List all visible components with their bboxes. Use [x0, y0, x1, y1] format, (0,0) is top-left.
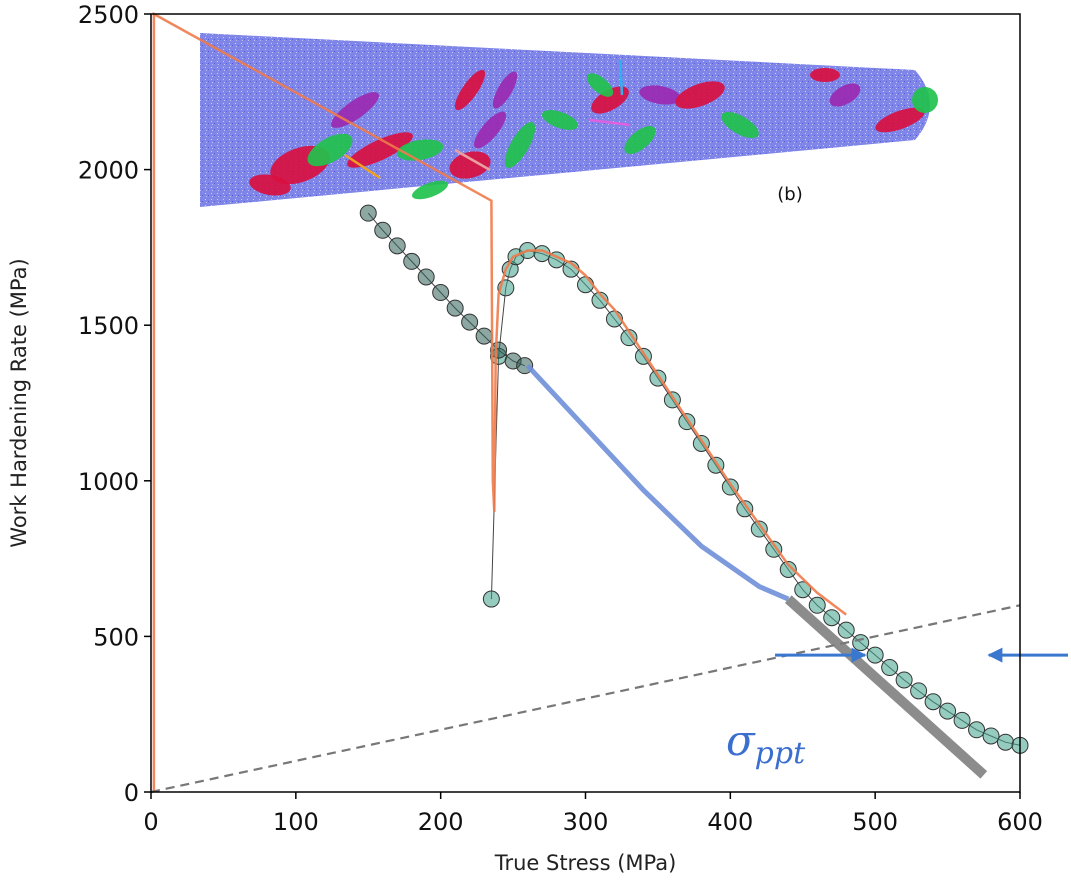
data-point — [461, 313, 479, 331]
y-tick-label: 0 — [124, 779, 139, 807]
data-point — [881, 659, 899, 677]
data-point — [837, 621, 855, 639]
data-point — [750, 520, 768, 538]
inset-arrow — [618, 59, 624, 96]
inset-precipitate — [675, 81, 725, 109]
data-point — [577, 276, 594, 294]
inset-precipitate — [624, 125, 656, 155]
y-tick-label: 500 — [93, 623, 139, 651]
data-point — [359, 204, 377, 222]
series-line — [152, 11, 847, 792]
inset-precipitate — [492, 71, 518, 109]
data-point — [388, 237, 406, 255]
data-point — [475, 327, 493, 345]
data-point — [866, 646, 884, 664]
data-point — [953, 711, 971, 729]
data-point — [736, 500, 754, 518]
inset-precipitate — [541, 110, 579, 130]
data-point — [910, 682, 928, 700]
inset-precipitate — [639, 85, 681, 105]
data-point — [895, 671, 913, 689]
inset-precipitate — [473, 111, 507, 149]
inset-precipitate — [504, 122, 536, 168]
x-tick-label: 0 — [143, 808, 158, 836]
y-tick-label: 2000 — [78, 157, 139, 185]
axes-group: 0 100 200 300 400 500 600 0 500 1000 1500 2000 2500 T… — [7, 1, 1043, 875]
x-axis-label: True Stress (MPa) — [494, 851, 677, 875]
x-tick-label: 300 — [563, 808, 609, 836]
data-point — [765, 540, 783, 558]
inset-precipitate — [721, 111, 759, 139]
inset-arrow — [344, 153, 381, 180]
inset-precipitate — [829, 83, 861, 107]
data-point — [403, 252, 421, 270]
data-point — [968, 721, 986, 739]
inset-image-b: (b) — [200, 33, 938, 207]
x-tick-label: 600 — [997, 808, 1043, 836]
data-point — [982, 727, 1000, 745]
x-tick-label: 400 — [707, 808, 753, 836]
data-point — [852, 634, 870, 652]
data-point — [924, 693, 942, 711]
data-point — [446, 299, 464, 317]
inset-precipitate — [912, 87, 938, 113]
y-tick-label: 1500 — [78, 312, 139, 340]
reference-dashed-line — [150, 604, 1021, 794]
inset-precipitate — [586, 73, 614, 97]
series-group — [150, 11, 1029, 794]
data-point — [808, 596, 826, 614]
data-point — [432, 284, 450, 302]
series-connector — [490, 249, 1021, 746]
x-tick-label: 500 — [852, 808, 898, 836]
inset-precipitate — [454, 69, 486, 111]
x-tick-label: 100 — [273, 808, 319, 836]
inset-precipitate — [347, 132, 413, 168]
inset-precipitate — [875, 107, 925, 133]
inset-precipitate — [411, 180, 449, 200]
data-point — [374, 221, 392, 239]
inset-precipitate — [449, 151, 491, 179]
x-tick-label: 200 — [418, 808, 464, 836]
fit-line — [784, 595, 988, 779]
inset-label: (b) — [777, 184, 802, 205]
data-point — [482, 590, 500, 608]
inset-precipitate — [307, 133, 353, 167]
data-point — [417, 268, 435, 286]
inset-precipitate — [591, 86, 629, 114]
inset-precipitate — [810, 68, 840, 82]
inset-arrow — [589, 118, 631, 127]
inset-arrow — [454, 148, 491, 172]
data-point — [939, 702, 957, 720]
annotation-group: σppt — [726, 647, 1068, 771]
y-axis-label: Work Hardening Rate (MPa) — [7, 258, 31, 547]
data-point — [997, 733, 1015, 751]
data-point — [823, 609, 841, 627]
data-point — [779, 560, 797, 578]
inset-precipitate — [249, 174, 291, 196]
y-tick-label: 1000 — [78, 468, 139, 496]
series-line — [525, 363, 790, 602]
sigma-ppt-label: σppt — [726, 716, 806, 771]
y-tick-label: 2500 — [78, 1, 139, 29]
data-point — [794, 581, 812, 599]
